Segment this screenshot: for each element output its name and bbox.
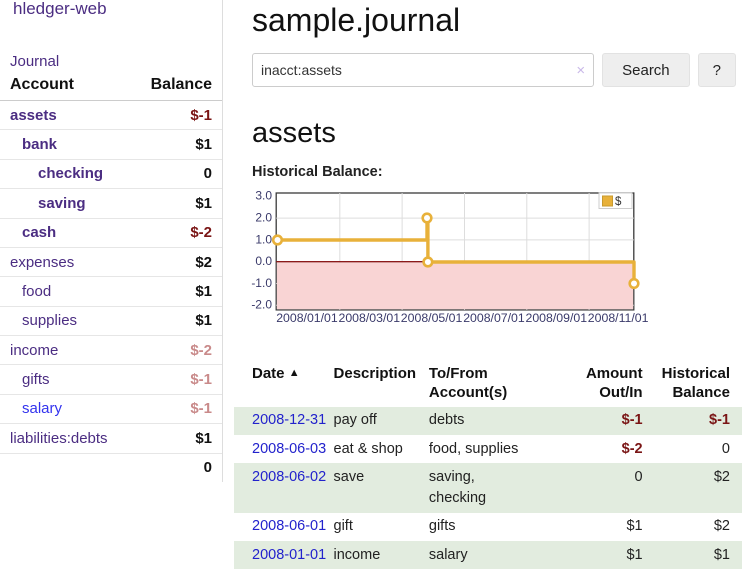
svg-text:2008/01/01: 2008/01/01 xyxy=(276,311,338,325)
svg-text:2.0: 2.0 xyxy=(255,211,272,225)
svg-text:2008/09/01: 2008/09/01 xyxy=(526,311,588,325)
svg-text:$: $ xyxy=(615,196,622,208)
svg-text:3.0: 3.0 xyxy=(255,189,272,203)
svg-text:-2.0: -2.0 xyxy=(251,298,272,312)
svg-text:1.0: 1.0 xyxy=(255,232,272,246)
svg-text:2008/03/01: 2008/03/01 xyxy=(339,311,401,325)
svg-text:2008/07/01: 2008/07/01 xyxy=(463,311,525,325)
svg-text:-1.0: -1.0 xyxy=(251,276,272,290)
svg-text:2008/05/01: 2008/05/01 xyxy=(401,311,463,325)
svg-text:2008/11/01: 2008/11/01 xyxy=(588,311,649,325)
svg-text:0.0: 0.0 xyxy=(255,254,272,268)
